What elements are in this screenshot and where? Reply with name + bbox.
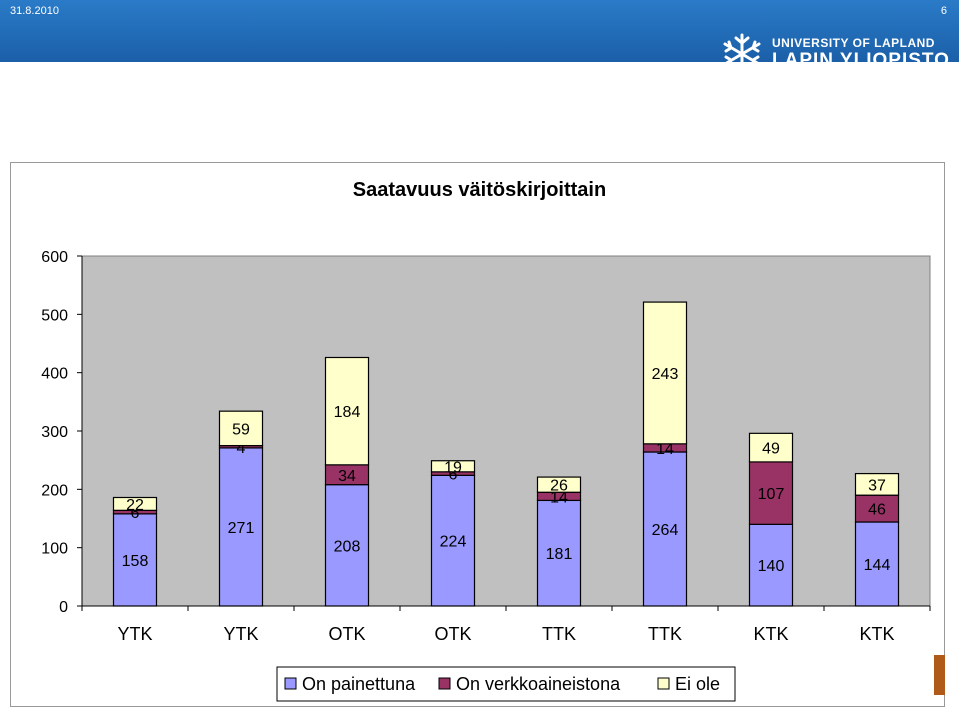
data-label: 6 <box>131 505 140 522</box>
data-label: 37 <box>868 477 886 494</box>
bar-segment <box>218 410 264 447</box>
y-tick-label: 200 <box>41 482 68 499</box>
data-label: 46 <box>868 502 886 519</box>
bar-segment <box>536 499 582 607</box>
legend-label: On verkkoaineistona <box>456 674 621 694</box>
x-category-label: YTK <box>117 624 152 644</box>
y-tick-label: 500 <box>41 307 68 324</box>
x-category-label: YTK <box>223 624 258 644</box>
data-label: 6 <box>449 467 458 484</box>
bar-segment <box>854 472 900 496</box>
y-tick-label: 600 <box>41 249 68 266</box>
legend-swatch <box>438 677 451 690</box>
data-label: 59 <box>232 421 250 438</box>
bar-segment <box>324 484 370 607</box>
legend-label: Ei ole <box>675 674 720 694</box>
bar-segment <box>430 460 476 473</box>
data-label: 26 <box>550 478 568 495</box>
data-label: 264 <box>652 522 679 539</box>
bar-segment <box>112 496 158 511</box>
logo-text-english: UNIVERSITY OF LAPLAND <box>772 36 935 50</box>
data-label: 14 <box>550 489 568 506</box>
data-label: 271 <box>228 520 255 537</box>
y-tick-label: 0 <box>59 599 68 616</box>
data-label: 243 <box>652 366 679 383</box>
data-label: 14 <box>656 441 674 458</box>
bar-segment <box>642 451 688 607</box>
data-label: 181 <box>546 546 573 563</box>
data-label: 140 <box>758 558 785 575</box>
bar-segment <box>536 476 582 493</box>
snowflake-logo-icon <box>723 33 761 75</box>
data-label: 184 <box>334 404 361 421</box>
bar-segment <box>642 301 688 445</box>
x-category-label: TTK <box>542 624 576 644</box>
side-accent <box>934 655 945 695</box>
bar-segment <box>112 513 158 607</box>
data-label: 4 <box>237 440 246 457</box>
logo-text-finnish: LAPIN YLIOPISTO <box>772 50 950 71</box>
bar-segment <box>324 356 370 466</box>
data-label: 107 <box>758 486 785 503</box>
data-label: 49 <box>762 441 780 458</box>
university-logo: UNIVERSITY OF LAPLAND LAPIN YLIOPISTO <box>720 32 950 80</box>
data-label: 144 <box>864 557 891 574</box>
bar-segment <box>218 447 264 607</box>
x-category-label: TTK <box>648 624 682 644</box>
y-tick-label: 100 <box>41 541 68 558</box>
bar-segment <box>748 432 794 463</box>
legend-swatch <box>657 677 670 690</box>
legend-swatch <box>284 677 297 690</box>
plot-area <box>81 255 931 607</box>
legend-label: On painettuna <box>302 674 416 694</box>
data-label: 208 <box>334 538 361 555</box>
y-tick-label: 300 <box>41 424 68 441</box>
bar-segment <box>854 521 900 607</box>
x-category-label: OTK <box>434 624 471 644</box>
slide-date: 31.8.2010 <box>10 5 59 17</box>
data-label: 22 <box>126 497 144 514</box>
bar-segment <box>430 474 476 607</box>
x-category-label: OTK <box>328 624 365 644</box>
data-label: 158 <box>122 553 149 570</box>
data-label: 34 <box>338 468 356 485</box>
bar-segment <box>854 494 900 523</box>
data-label: 19 <box>444 459 462 476</box>
data-label: 224 <box>440 534 467 551</box>
y-tick-label: 400 <box>41 366 68 383</box>
chart-title: Saatavuus väitöskirjoittain <box>352 179 607 201</box>
slide-number: 6 <box>940 5 947 17</box>
x-category-label: KTK <box>753 624 788 644</box>
header-bar: 31.8.2010 6 <box>0 0 959 62</box>
x-category-label: KTK <box>859 624 894 644</box>
